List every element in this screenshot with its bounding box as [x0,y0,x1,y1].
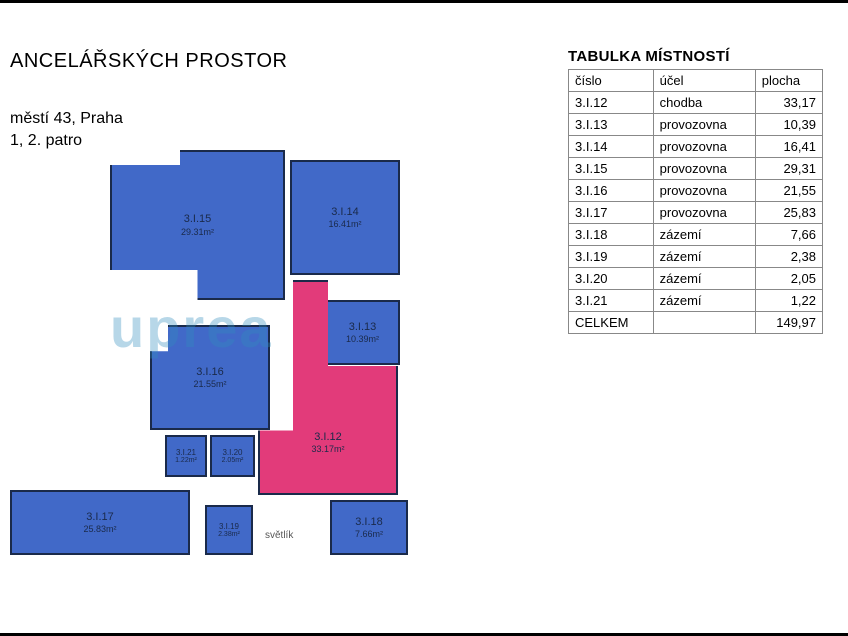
table-cell: zázemí [653,290,755,312]
table-cell: 3.I.18 [569,224,654,246]
room-area: 16.41m² [328,219,361,229]
table-cell: 3.I.17 [569,202,654,224]
col-cislo: číslo [569,70,654,92]
table-cell: zázemí [653,224,755,246]
table-header-row: číslo účel plocha [569,70,823,92]
table-cell: provozovna [653,180,755,202]
table-cell: chodba [653,92,755,114]
table-row: 3.I.13provozovna10,39 [569,114,823,136]
table-cell: 1,22 [755,290,822,312]
table-cell: provozovna [653,158,755,180]
room-3-I-20: 3.I.202.05m² [210,435,255,477]
room-label: 3.I.15 [184,213,212,226]
col-ucel: účel [653,70,755,92]
table-cell: zázemí [653,246,755,268]
room-3-I-16: 3.I.1621.55m² [150,325,270,430]
room-3-I-21: 3.I.211.22m² [165,435,207,477]
table-cell: 3.I.16 [569,180,654,202]
table-cell: 33,17 [755,92,822,114]
table-cell: provozovna [653,202,755,224]
room-3-I-17: 3.I.1725.83m² [10,490,190,555]
room-3-I-18: 3.I.187.66m² [330,500,408,555]
floorplan: 3.I.1529.31m²3.I.1416.41m²3.I.1310.39m²3… [10,130,550,580]
table-row: 3.I.20zázemí2,05 [569,268,823,290]
room-table: číslo účel plocha 3.I.12chodba33,173.I.1… [568,69,823,334]
room-area: 25.83m² [83,524,116,534]
room-area: 1.22m² [175,457,197,464]
table-row: 3.I.15provozovna29,31 [569,158,823,180]
table-row: 3.I.19zázemí2,38 [569,246,823,268]
table-row: 3.I.21zázemí1,22 [569,290,823,312]
room-area: 33.17m² [311,444,344,454]
room-label: 3.I.18 [355,516,383,529]
svetlik-label: světlík [265,530,293,541]
room-label: 3.I.19 [219,522,239,532]
room-label: 3.I.20 [222,448,242,458]
table-row: 3.I.14provozovna16,41 [569,136,823,158]
table-row: 3.I.16provozovna21,55 [569,180,823,202]
table-cell: provozovna [653,114,755,136]
table-cell: 3.I.15 [569,158,654,180]
table-cell: 3.I.12 [569,92,654,114]
room-label: 3.I.16 [196,366,224,379]
table-title: TABULKA MÍSTNOSTÍ [568,48,823,65]
room-label: 3.I.21 [176,448,196,458]
page-border-top [0,0,848,3]
total-label: CELKEM [569,312,654,334]
room-3-I-14: 3.I.1416.41m² [290,160,400,275]
room-label: 3.I.13 [349,321,377,334]
table-cell: 10,39 [755,114,822,136]
table-cell: 21,55 [755,180,822,202]
room-area: 29.31m² [181,227,214,237]
table-cell: zázemí [653,268,755,290]
room-area: 2.38m² [218,531,240,538]
page-title: ANCELÁŘSKÝCH PROSTOR [10,50,287,73]
table-row: 3.I.18zázemí7,66 [569,224,823,246]
table-cell: 3.I.19 [569,246,654,268]
table-row: 3.I.12chodba33,17 [569,92,823,114]
col-plocha: plocha [755,70,822,92]
room-3-I-19: 3.I.192.38m² [205,505,253,555]
room-area: 7.66m² [355,529,383,539]
table-cell: 16,41 [755,136,822,158]
table-cell: 7,66 [755,224,822,246]
room-area: 2.05m² [222,457,244,464]
room-area: 21.55m² [193,379,226,389]
room-area: 10.39m² [346,334,379,344]
address-line: městí 43, Praha [10,108,123,130]
table-cell: 25,83 [755,202,822,224]
table-cell: 3.I.20 [569,268,654,290]
table-cell: 3.I.21 [569,290,654,312]
table-cell: 2,38 [755,246,822,268]
table-total-row: CELKEM 149,97 [569,312,823,334]
total-value: 149,97 [755,312,822,334]
table-cell: 2,05 [755,268,822,290]
table-cell: 3.I.14 [569,136,654,158]
table-cell: provozovna [653,136,755,158]
room-3-I-13: 3.I.1310.39m² [325,300,400,365]
header: ANCELÁŘSKÝCH PROSTOR [10,50,287,73]
room-label: 3.I.17 [86,511,114,524]
table-cell: 3.I.13 [569,114,654,136]
room-label: 3.I.12 [314,431,342,444]
room-table-container: TABULKA MÍSTNOSTÍ číslo účel plocha 3.I.… [568,48,823,334]
table-row: 3.I.17provozovna25,83 [569,202,823,224]
room-3-I-15: 3.I.1529.31m² [110,150,285,300]
table-cell: 29,31 [755,158,822,180]
room-label: 3.I.14 [331,206,359,219]
total-empty [653,312,755,334]
